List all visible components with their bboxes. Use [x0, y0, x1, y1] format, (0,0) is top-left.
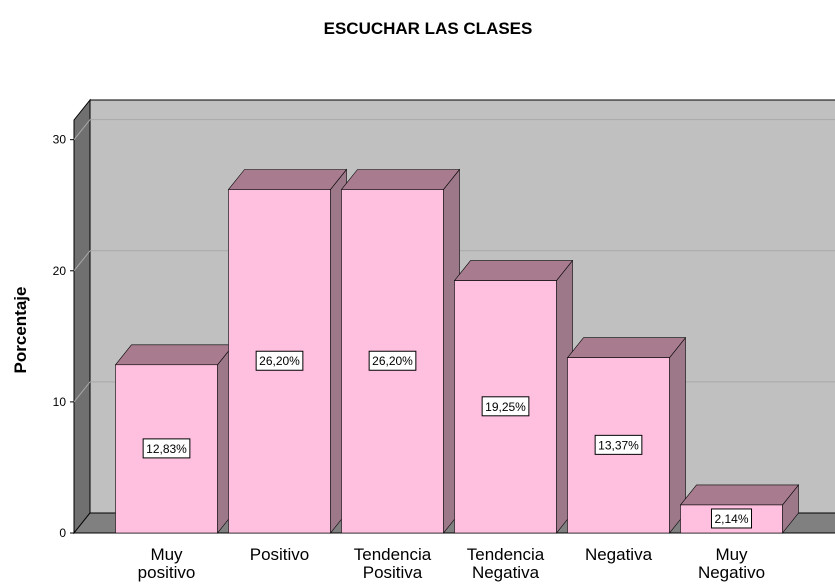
grid-line: [73, 119, 91, 140]
x-tick-label: Tendencia Positiva: [354, 545, 432, 582]
y-tick-label: 30: [53, 133, 67, 147]
x-tick-label: Negativa: [585, 545, 653, 564]
bar: [454, 280, 557, 534]
y-axis-label: Porcentaje: [11, 287, 30, 374]
value-label: 26,20%: [372, 354, 413, 368]
value-label: 13,37%: [598, 438, 639, 452]
y-tick-label: 10: [53, 395, 67, 409]
grid-line: [73, 381, 91, 403]
bar-top: [566, 337, 687, 359]
value-label-box: [710, 508, 753, 529]
x-tick-label: Tendencia Negativa: [467, 545, 545, 582]
value-label-box: [255, 350, 304, 371]
bar-top: [340, 169, 461, 190]
value-label-box: [142, 438, 191, 459]
x-tick-label: Muy Negativo: [698, 545, 765, 582]
y-tick-label: 0: [59, 526, 66, 540]
bar-top: [453, 260, 574, 281]
value-label-box: [481, 396, 530, 417]
bar-top: [679, 484, 800, 506]
bar-top: [114, 344, 235, 366]
value-label-box: [368, 350, 417, 371]
value-label-box: [594, 434, 643, 455]
y-tick-label: 20: [53, 264, 67, 278]
value-label: 26,20%: [259, 354, 300, 368]
grid-line: [73, 250, 91, 272]
x-tick-label: Positivo: [250, 545, 310, 564]
value-label: 19,25%: [485, 400, 526, 414]
left-wall: [73, 98, 91, 535]
chart-title: ESCUCHAR LAS CLASES: [324, 19, 533, 38]
bar-top: [227, 169, 348, 190]
value-label: 12,83%: [146, 442, 187, 456]
x-tick-label: Muy positivo: [138, 545, 196, 582]
value-label: 2,14%: [714, 512, 748, 526]
